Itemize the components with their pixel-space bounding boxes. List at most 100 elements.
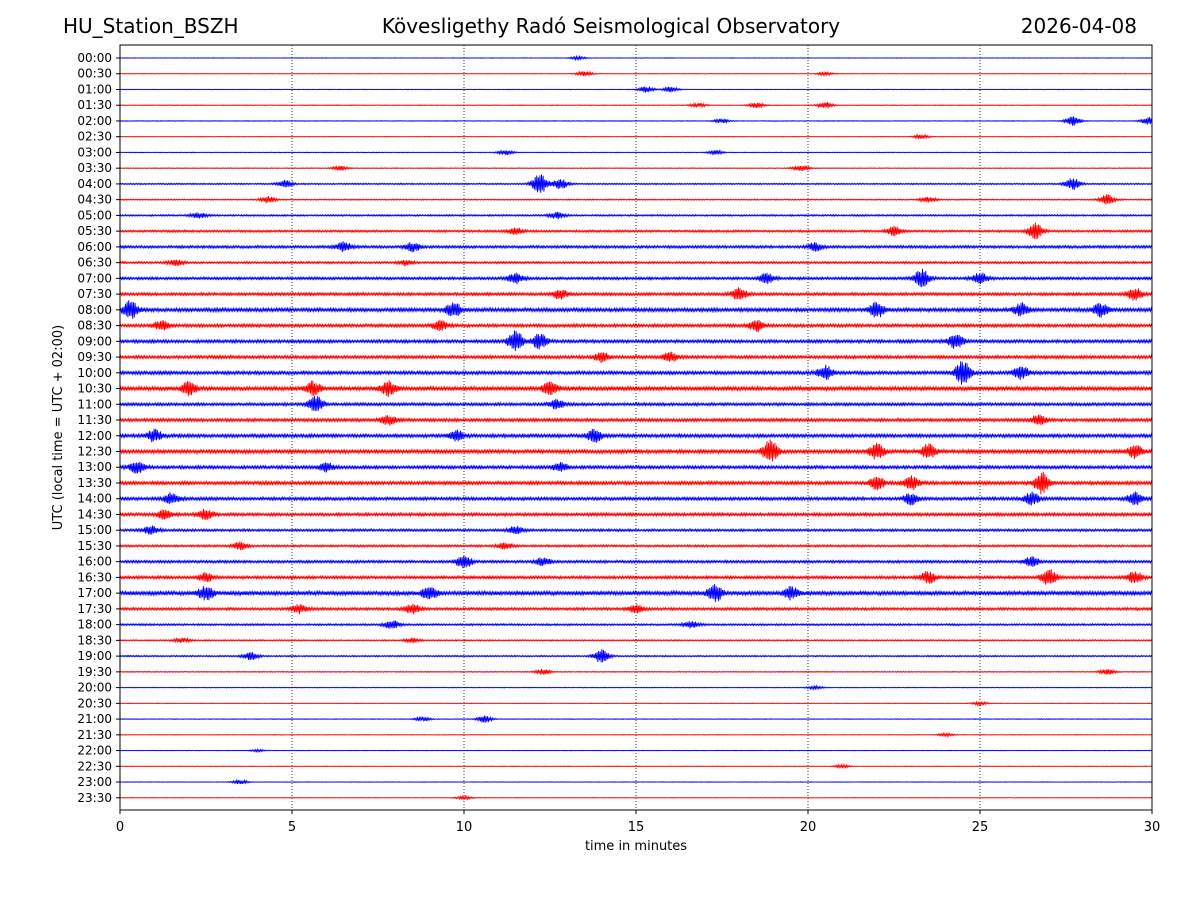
trace-2300 [119,778,1153,785]
trace-1000 [119,361,1153,385]
trace-0800 [119,300,1153,319]
y-tick-label: 11:30 [77,413,112,427]
trace-0900 [119,330,1153,351]
y-tick-label: 01:00 [77,82,112,96]
trace-1430 [119,508,1153,520]
y-axis-label: UTC (local time = UTC + 02:00) [51,325,66,530]
trace-0000 [119,54,1153,62]
y-tick-label: 11:00 [77,397,112,411]
y-tick-label: 04:30 [77,193,112,207]
y-tick-label: 08:00 [77,303,112,317]
y-tick-label: 07:30 [77,287,112,301]
trace-1400 [119,491,1153,506]
trace-2330 [119,794,1153,801]
chart-date: 2026-04-08 [1020,14,1137,38]
x-tick-label: 15 [628,820,645,835]
trace-2230 [119,763,1153,770]
y-tick-label: 03:30 [77,161,112,175]
trace-1700 [119,583,1153,602]
trace-0530 [119,222,1153,239]
y-tick-label: 21:00 [77,712,112,726]
y-tick-label: 22:00 [77,744,112,758]
y-tick-label: 10:00 [77,366,112,380]
x-tick-label: 20 [800,820,817,835]
trace-2200 [119,748,1153,754]
y-tick-label: 06:00 [77,240,112,254]
trace-0500 [119,211,1153,220]
trace-2130 [119,731,1153,738]
trace-0730 [119,287,1153,301]
y-tick-label: 04:00 [77,177,112,191]
trace-1100 [119,395,1153,412]
y-tick-label: 13:30 [77,476,112,490]
y-tick-label: 18:00 [77,618,112,632]
y-tick-label: 16:30 [77,570,112,584]
trace-0200 [119,116,1153,126]
trace-1800 [119,620,1153,629]
x-tick-label: 0 [116,820,124,835]
vertical-gridlines [291,45,981,810]
trace-1230 [119,439,1153,462]
trace-0300 [119,149,1153,156]
trace-1200 [119,428,1153,443]
y-tick-label: 19:00 [77,649,112,663]
trace-2030 [119,700,1153,707]
y-tick-label: 16:00 [77,555,112,569]
y-tick-label: 13:00 [77,460,112,474]
x-axis-label: time in minutes [585,839,687,854]
trace-2100 [119,715,1153,723]
y-tick-label: 17:30 [77,602,112,616]
trace-1030 [119,380,1153,397]
trace-2000 [119,684,1153,691]
trace-0830 [119,319,1153,333]
y-tick-label: 15:00 [77,523,112,537]
y-tick-label: 05:30 [77,224,112,238]
station-name: HU_Station_BSZH [63,14,239,38]
trace-1600 [119,556,1153,569]
trace-0930 [119,351,1153,364]
trace-0630 [119,259,1153,267]
trace-0700 [119,268,1153,288]
y-tick-label: 18:30 [77,633,112,647]
y-tick-label: 01:30 [77,98,112,112]
trace-0330 [119,164,1153,172]
y-tick-label: 20:30 [77,696,112,710]
x-axis: 0 5 10 15 20 25 30 [116,810,1160,835]
x-tick-label: 5 [288,820,296,835]
trace-0130 [119,101,1153,109]
y-tick-label: 23:00 [77,775,112,789]
y-tick-label: 10:30 [77,382,112,396]
y-tick-label: 14:00 [77,492,112,506]
y-tick-label: 00:30 [77,67,112,81]
trace-1300 [119,461,1153,474]
y-tick-label: 02:00 [77,114,112,128]
trace-1630 [119,569,1153,585]
chart-title: Kövesligethy Radó Seismological Observat… [381,14,841,38]
y-tick-label: 09:00 [77,334,112,348]
y-tick-label: 23:30 [77,791,112,805]
y-tick-label: 19:30 [77,665,112,679]
y-tick-label: 05:00 [77,208,112,222]
trace-1130 [119,414,1153,426]
trace-0430 [119,193,1153,205]
trace-0100 [119,86,1153,93]
y-tick-label: 12:30 [77,445,112,459]
y-tick-label: 15:30 [77,539,112,553]
trace-1730 [119,603,1153,615]
trace-1330 [119,471,1153,495]
trace-0030 [119,70,1153,78]
y-tick-label: 20:00 [77,681,112,695]
trace-0230 [119,133,1153,140]
y-tick-label: 03:00 [77,145,112,159]
y-tick-label: 02:30 [77,130,112,144]
x-tick-label: 10 [456,820,473,835]
y-tick-label: 08:30 [77,319,112,333]
trace-1500 [119,525,1153,535]
y-tick-label: 00:00 [77,51,112,65]
y-tick-label: 07:00 [77,271,112,285]
y-tick-label: 17:00 [77,586,112,600]
y-tick-label: 06:30 [77,256,112,270]
y-tick-label: 09:30 [77,350,112,364]
